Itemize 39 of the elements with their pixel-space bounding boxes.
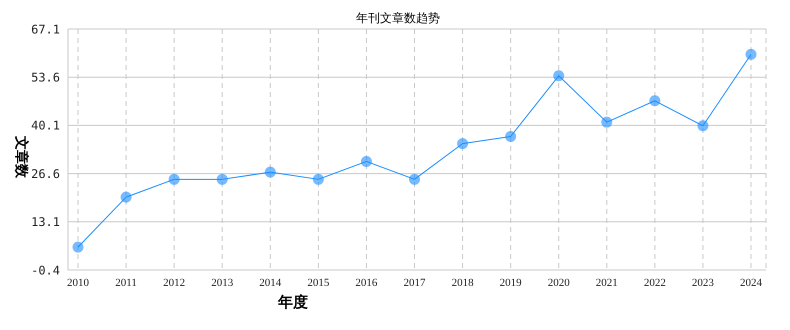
x-tick-label: 2018 [452, 276, 474, 289]
point [505, 130, 516, 142]
y-tick-label: 26.6 [31, 166, 60, 181]
point [457, 138, 468, 150]
x-tick-label: 2013 [211, 276, 234, 289]
x-tick-label: 2015 [307, 276, 330, 289]
x-tick-label: 2017 [404, 276, 426, 289]
y-tick-label: 53.6 [31, 70, 60, 84]
y-axis-title: 文章数 [12, 135, 30, 180]
x-tick-label: 2010 [67, 276, 90, 289]
point [746, 48, 756, 60]
point [216, 174, 228, 185]
y-tick-label: -0.4 [31, 263, 60, 278]
x-tick-label: 2020 [548, 276, 570, 289]
y-tick-label: 40.1 [31, 118, 60, 133]
x-tick-label: 2019 [500, 276, 522, 289]
x-tick-label: 2021 [596, 276, 618, 289]
x-tick-label: 2011 [115, 276, 137, 289]
point [264, 166, 276, 178]
x-tick-label: 2014 [259, 276, 282, 289]
x-tick-label: 2022 [644, 276, 666, 289]
point [601, 116, 612, 128]
point [553, 70, 564, 82]
x-axis-title: 年度 [278, 293, 308, 312]
x-tick-label: 2023 [692, 276, 714, 289]
x-tick-label: 2012 [163, 276, 186, 289]
point [649, 95, 660, 106]
x-tick-label: 2024 [740, 276, 762, 289]
point [168, 174, 180, 185]
point [120, 192, 132, 203]
point [312, 174, 324, 185]
y-tick-label: 67.1 [31, 22, 60, 36]
chart-title: 年刊文章数趋势 [356, 11, 440, 25]
point [409, 174, 420, 185]
y-tick-label: 13.1 [31, 215, 60, 230]
x-tick-label: 2016 [355, 276, 378, 289]
point [72, 242, 84, 253]
point [697, 120, 708, 132]
point [360, 156, 372, 167]
